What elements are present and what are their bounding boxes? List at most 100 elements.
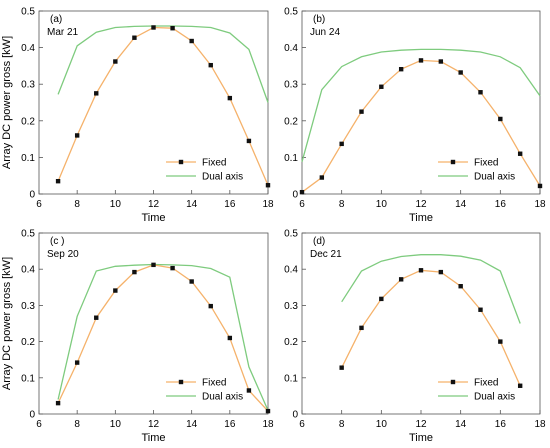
panel-date: Sep 20: [47, 249, 79, 260]
data-point: [299, 189, 305, 195]
legend-label-fixed: Fixed: [474, 158, 498, 169]
series-line-fixed: [341, 269, 521, 387]
y-tick-label: 0.3: [21, 80, 35, 91]
legend-marker-fixed: [450, 379, 456, 385]
y-axis-title: Array DC power gross [kW]: [1, 36, 13, 169]
y-tick-label: 0.5: [21, 7, 35, 18]
plot-frame: [301, 10, 541, 195]
y-tick-label: 0.3: [284, 80, 298, 91]
data-point: [359, 325, 364, 331]
legend: Fixed Dual axis: [438, 158, 515, 183]
data-point: [227, 95, 233, 101]
y-tick-label: 0.1: [21, 373, 35, 384]
legend-marker-fixed: [450, 159, 456, 165]
data-point: [132, 35, 137, 40]
data-point: [517, 151, 523, 156]
y-tick-label: 0.2: [284, 116, 298, 127]
data-point: [55, 178, 61, 184]
panel-date: Dec 21: [310, 249, 342, 260]
panel-tag: (d): [313, 236, 325, 247]
data-point: [398, 66, 404, 72]
x-axis-title: Time: [141, 212, 165, 224]
panel-tag: (a): [50, 14, 62, 25]
x-tick-label: 12: [148, 419, 160, 430]
data-point: [246, 138, 252, 144]
legend-label-dual-axis: Dual axis: [474, 172, 515, 183]
chart-panel-2: 6 8 10 12 14 16 18 0 0.1 0.2 0.3 0.4 0.5 Time Array DC…: [1, 229, 274, 445]
data-point: [517, 383, 523, 388]
y-tick-label: 0.2: [284, 337, 298, 348]
x-tick-label: 6: [299, 419, 305, 430]
data-point: [246, 388, 252, 393]
data-point: [74, 133, 80, 138]
data-point: [438, 59, 444, 64]
x-tick-label: 6: [36, 199, 42, 210]
legend-marker-fixed: [178, 159, 184, 165]
chart-panel-1: 6 8 10 12 14 16 18 0 0.1 0.2 0.3 0.4 0.5 Time (b) Jun 2…: [284, 7, 546, 225]
y-tick-label: 0: [292, 410, 298, 421]
data-point: [94, 91, 99, 96]
legend-label-dual-axis: Dual axis: [202, 392, 243, 403]
series-line-dual-axis: [57, 25, 269, 103]
data-point: [478, 307, 483, 312]
y-tick-label: 0.1: [284, 373, 298, 384]
x-axis-title: Time: [141, 432, 165, 444]
series-line-dual-axis: [57, 263, 269, 411]
data-point: [379, 84, 384, 89]
data-point: [170, 26, 175, 31]
series-line-dual-axis: [341, 254, 521, 324]
data-point: [208, 62, 213, 68]
data-point: [208, 303, 213, 309]
series-line-fixed: [57, 26, 269, 186]
data-point: [170, 265, 175, 271]
y-tick-label: 0.2: [21, 116, 35, 127]
panel-tag: (b): [313, 14, 325, 25]
y-axis-title: Array DC power gross [kW]: [1, 257, 13, 390]
legend-label-fixed: Fixed: [474, 378, 498, 389]
panel-tag: (c ): [50, 236, 64, 247]
x-tick-label: 12: [148, 199, 160, 210]
x-tick-label: 10: [376, 199, 388, 210]
y-tick-label: 0.4: [284, 43, 298, 54]
y-tick-label: 0.1: [284, 153, 298, 164]
legend: Fixed Dual axis: [438, 378, 515, 403]
y-tick-label: 0.4: [21, 43, 35, 54]
x-axis-title: Time: [409, 432, 433, 444]
data-point: [498, 116, 503, 122]
data-point: [227, 335, 233, 341]
x-tick-label: 16: [495, 199, 507, 210]
chart-panel-0: 6 8 10 12 14 16 18 0 0.1 0.2 0.3 0.4 0.5 Time Array DC…: [1, 7, 274, 225]
y-tick-label: 0: [29, 190, 35, 201]
plot-frame: [301, 232, 541, 415]
data-point: [498, 339, 503, 344]
x-tick-label: 6: [299, 199, 305, 210]
legend-label-dual-axis: Dual axis: [202, 172, 243, 183]
x-tick-label: 14: [455, 419, 467, 430]
legend-label-dual-axis: Dual axis: [474, 392, 515, 403]
x-tick-label: 8: [339, 419, 345, 430]
x-tick-label: 12: [415, 419, 427, 430]
data-point: [189, 279, 194, 284]
y-tick-label: 0: [292, 190, 298, 201]
legend-label-fixed: Fixed: [202, 158, 226, 169]
x-tick-label: 10: [110, 199, 122, 210]
x-tick-label: 8: [74, 419, 80, 430]
y-tick-label: 0.5: [21, 229, 35, 240]
legend-marker-fixed: [178, 379, 184, 385]
data-point: [189, 38, 194, 44]
data-point: [265, 408, 271, 414]
x-tick-label: 18: [534, 419, 546, 430]
plot-frame: [38, 232, 269, 415]
x-tick-label: 8: [339, 199, 345, 210]
data-point: [55, 400, 61, 406]
x-tick-label: 6: [36, 419, 42, 430]
data-point: [478, 90, 483, 95]
data-point: [339, 141, 344, 147]
x-tick-label: 8: [74, 199, 80, 210]
data-point: [265, 183, 271, 188]
panel-date: Mar 21: [47, 27, 79, 38]
legend-label-fixed: Fixed: [202, 378, 226, 389]
data-point: [458, 284, 463, 289]
data-point: [94, 315, 99, 320]
